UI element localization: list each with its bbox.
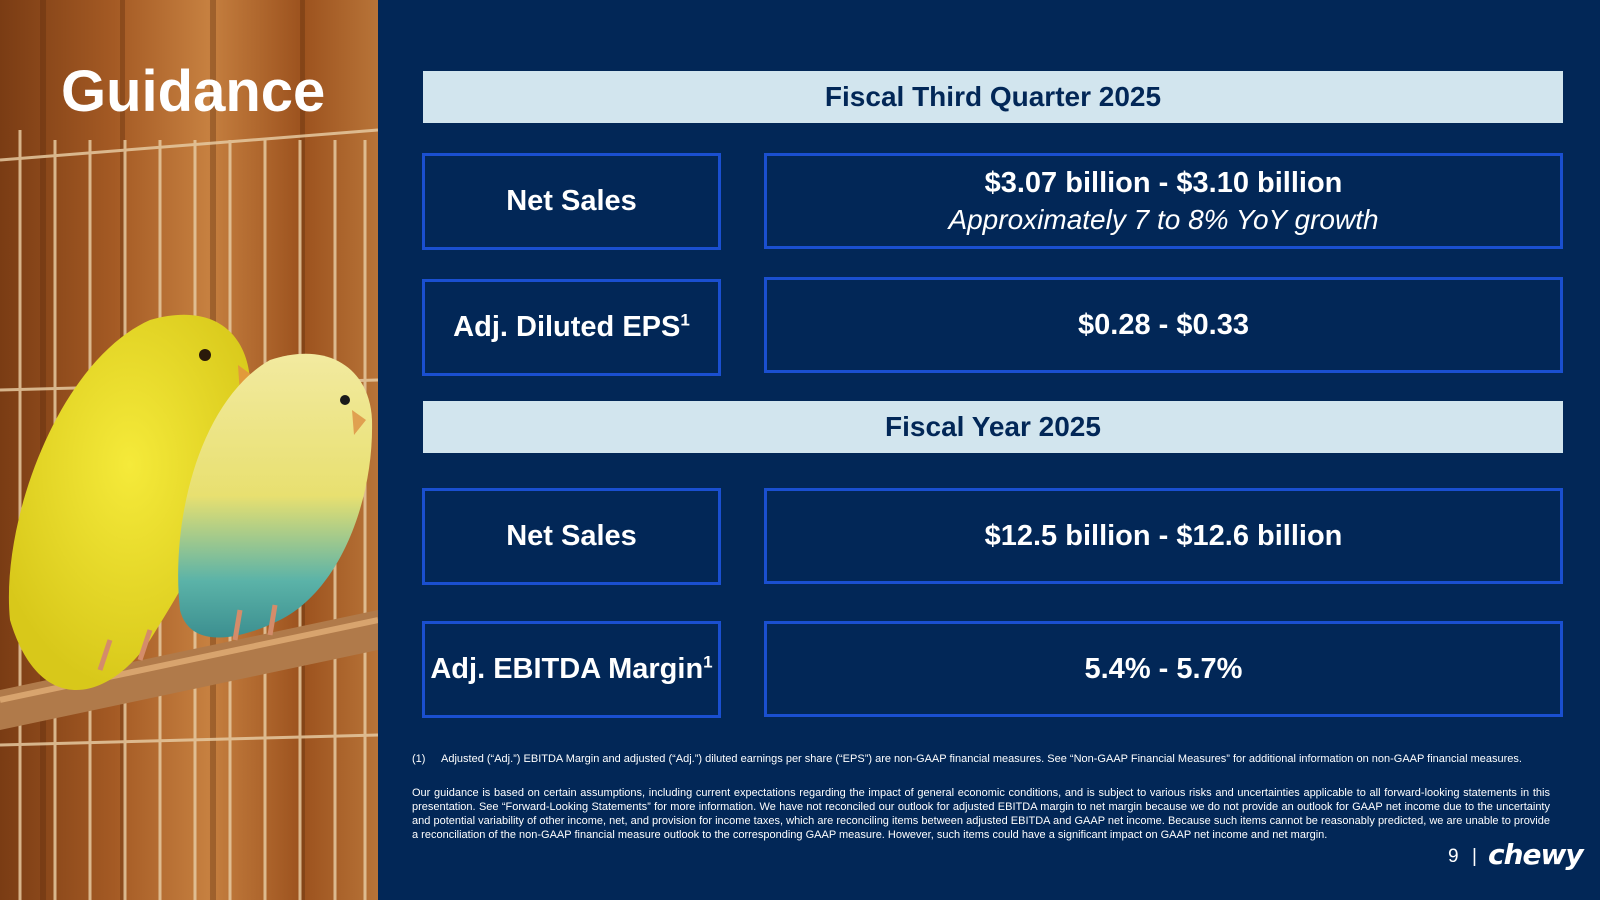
q3-header-text: Fiscal Third Quarter 2025 bbox=[824, 81, 1162, 112]
fy-ebitda-value-box: 5.4% - 5.7% bbox=[764, 621, 1563, 717]
q3-net-sales-value-box: $3.07 billion - $3.10 billion Approximat… bbox=[764, 153, 1563, 249]
page-separator: | bbox=[1472, 846, 1477, 867]
q3-net-sales-label-box: Net Sales bbox=[422, 153, 721, 250]
fy-ebitda-label: Adj. EBITDA Margin bbox=[430, 653, 704, 685]
chewy-logo: chewy bbox=[1488, 838, 1584, 871]
q3-eps-footnote-marker: 1 bbox=[680, 310, 690, 330]
q3-eps-label-box: Adj. Diluted EPS1 bbox=[422, 279, 721, 376]
fy-header-text: Fiscal Year 2025 bbox=[885, 411, 1101, 442]
fy-ebitda-value: 5.4% - 5.7% bbox=[1084, 652, 1243, 685]
q3-eps-label: Adj. Diluted EPS bbox=[453, 311, 681, 343]
footnote-1-text: Adjusted (“Adj.”) EBITDA Margin and adju… bbox=[441, 753, 1522, 765]
footnote-1-number: (1) bbox=[412, 753, 426, 765]
budgies-photo: Guidance bbox=[0, 0, 378, 900]
footnote-1: (1) Adjusted (“Adj.”) EBITDA Margin and … bbox=[412, 752, 1550, 766]
q3-eps-label-wrap: Adj. Diluted EPS1 bbox=[453, 311, 690, 344]
fy-ebitda-footnote-marker: 1 bbox=[703, 652, 713, 672]
q3-section-header: Fiscal Third Quarter 2025 bbox=[423, 71, 1563, 123]
q3-net-sales-growth: Approximately 7 to 8% YoY growth bbox=[948, 203, 1379, 235]
slide-title: Guidance bbox=[61, 59, 326, 124]
fy-ebitda-label-wrap: Adj. EBITDA Margin1 bbox=[430, 653, 712, 686]
fy-net-sales-label-box: Net Sales bbox=[422, 488, 721, 585]
guidance-disclaimer: Our guidance is based on certain assumpt… bbox=[412, 786, 1550, 842]
birdcage-illustration bbox=[0, 0, 378, 900]
q3-eps-value: $0.28 - $0.33 bbox=[1078, 308, 1249, 341]
fy-section-header: Fiscal Year 2025 bbox=[423, 401, 1563, 453]
q3-net-sales-value: $3.07 billion - $3.10 billion bbox=[984, 166, 1343, 199]
fy-net-sales-value: $12.5 billion - $12.6 billion bbox=[984, 519, 1343, 552]
q3-eps-value-box: $0.28 - $0.33 bbox=[764, 277, 1563, 373]
q3-net-sales-label: Net Sales bbox=[506, 185, 637, 217]
page-number: 9 bbox=[1448, 846, 1459, 867]
fy-net-sales-value-box: $12.5 billion - $12.6 billion bbox=[764, 488, 1563, 584]
disclaimer-text: Our guidance is based on certain assumpt… bbox=[412, 787, 1550, 841]
fy-net-sales-label: Net Sales bbox=[506, 520, 637, 552]
fy-ebitda-label-box: Adj. EBITDA Margin1 bbox=[422, 621, 721, 718]
